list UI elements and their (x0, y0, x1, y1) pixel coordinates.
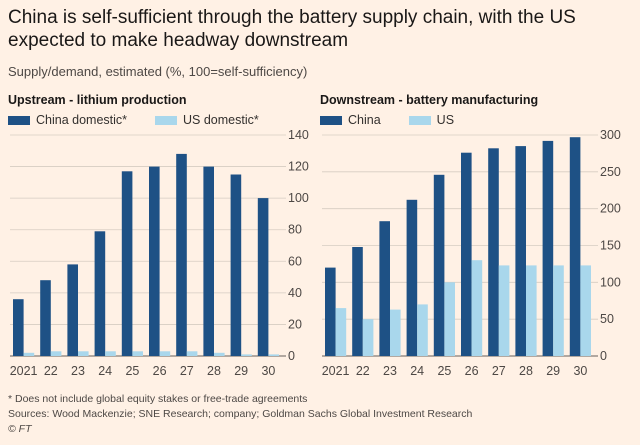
x-tick-label-p0-5: 26 (153, 364, 167, 378)
bar-p0-s1-6 (186, 351, 198, 356)
x-tick-label-p0-9: 30 (261, 364, 275, 378)
bar-p0-s0-6 (176, 153, 187, 356)
legend-item-china: China (320, 113, 381, 127)
footnote-credit: © FT (8, 423, 32, 435)
y-tick-label-p0-1: 20 (288, 317, 302, 331)
bar-p0-s1-0 (23, 352, 35, 356)
bar-p1-s0-6 (488, 148, 499, 356)
x-tick-label-p1-6: 27 (492, 364, 506, 378)
bar-p1-s1-9 (580, 265, 591, 356)
bar-p0-s1-4 (132, 351, 143, 356)
y-tick-label-p0-5: 100 (288, 191, 309, 205)
y-tick-label-p1-4: 200 (600, 202, 621, 216)
legend-item-us-domestic: US domestic* (155, 113, 259, 127)
bar-p1-s1-6 (498, 265, 510, 356)
y-tick-label-p1-6: 300 (600, 128, 621, 142)
bar-p0-s0-0 (13, 299, 24, 356)
legend-item-china-domestic: China domestic* (8, 113, 127, 127)
bar-p1-s1-8 (553, 265, 564, 356)
y-tick-label-p0-4: 80 (288, 223, 302, 237)
x-tick-label-p1-0: 2021 (322, 364, 350, 378)
chart-title: China is self-sufficient through the bat… (8, 7, 576, 51)
bar-p0-s1-3 (105, 351, 116, 356)
x-tick-label-p0-1: 22 (44, 364, 58, 378)
x-tick-label-p1-3: 24 (410, 364, 424, 378)
bar-p1-s0-7 (515, 146, 526, 356)
y-tick-label-p1-5: 250 (600, 165, 621, 179)
x-tick-label-p1-7: 28 (519, 364, 533, 378)
bar-p0-s0-5 (149, 166, 160, 356)
legend-swatch-china-domestic (8, 115, 30, 125)
bar-p1-s0-1 (352, 247, 363, 356)
bar-p0-s1-1 (50, 351, 62, 356)
x-tick-label-p1-9: 30 (573, 364, 587, 378)
x-tick-label-p1-5: 26 (465, 364, 479, 378)
legend-label-china-domestic: China domestic* (36, 113, 128, 127)
legend-label-china: China (348, 113, 381, 127)
y-tick-label-p1-2: 100 (600, 275, 621, 289)
bar-p1-s0-3 (406, 199, 418, 356)
y-tick-label-p0-7: 140 (288, 128, 309, 142)
bar-p1-s1-1 (362, 319, 374, 356)
bar-p0-s0-7 (203, 166, 214, 356)
bar-p0-s1-2 (78, 351, 89, 356)
bar-p1-s1-7 (526, 265, 537, 356)
upstream-legend: China domestic* US domestic* (8, 113, 281, 127)
bar-p0-s1-7 (214, 352, 225, 356)
x-tick-label-p0-6: 27 (180, 364, 194, 378)
chart-subtitle: Supply/demand, estimated (%, 100=self-su… (8, 64, 308, 79)
bar-p1-s0-9 (569, 137, 581, 356)
x-tick-label-p0-0: 2021 (10, 364, 38, 378)
bar-p1-s0-0 (325, 267, 336, 356)
x-tick-label-p1-1: 22 (356, 364, 370, 378)
x-tick-label-p0-4: 25 (125, 364, 139, 378)
x-tick-label-p0-8: 29 (234, 364, 248, 378)
bar-p0-s0-1 (40, 280, 51, 356)
legend-label-us-domestic: US domestic* (183, 113, 259, 127)
bar-p0-s0-9 (257, 198, 269, 356)
upstream-panel-title: Upstream - lithium production (8, 93, 187, 107)
y-tick-label-p1-3: 150 (600, 239, 621, 253)
y-tick-label-p1-0: 0 (600, 349, 607, 363)
y-tick-label-p0-0: 0 (288, 349, 295, 363)
y-tick-label-p0-6: 120 (288, 160, 309, 174)
bar-p0-s0-4 (121, 171, 133, 356)
bar-p1-s0-5 (461, 152, 472, 356)
bar-p1-s1-0 (335, 308, 347, 356)
bar-p0-s1-8 (241, 354, 252, 356)
x-tick-label-p0-7: 28 (207, 364, 221, 378)
bar-p1-s1-4 (444, 282, 455, 356)
bar-p1-s1-2 (390, 309, 401, 356)
bar-p1-s0-2 (379, 221, 390, 356)
x-tick-label-p0-3: 24 (98, 364, 112, 378)
x-tick-label-p1-8: 29 (546, 364, 560, 378)
bar-p0-s0-2 (67, 264, 78, 356)
legend-item-us: US (408, 113, 455, 127)
bar-p0-s1-9 (268, 354, 279, 356)
legend-label-us: US (436, 113, 455, 127)
y-tick-label-p0-3: 60 (288, 254, 302, 268)
x-tick-label-p1-4: 25 (437, 364, 451, 378)
legend-swatch-china (320, 115, 342, 125)
footnote-asterisk: * Does not include global equity stakes … (8, 393, 308, 405)
bar-p1-s0-8 (542, 140, 554, 356)
legend-swatch-us (408, 115, 431, 125)
downstream-panel-title: Downstream - battery manufacturing (320, 93, 539, 107)
bar-p1-s1-5 (471, 260, 483, 356)
bar-p0-s1-5 (159, 351, 171, 356)
y-tick-label-p0-2: 40 (288, 286, 302, 300)
x-tick-label-p1-2: 23 (383, 364, 397, 378)
y-tick-label-p1-1: 50 (600, 312, 614, 326)
bar-p0-s0-3 (94, 231, 106, 356)
bar-p1-s1-3 (417, 304, 428, 356)
bar-p0-s0-8 (230, 174, 242, 356)
x-tick-label-p0-2: 23 (71, 364, 85, 378)
footnote-sources: Sources: Wood Mackenzie; SNE Research; c… (8, 408, 473, 420)
legend-swatch-us-domestic (155, 115, 178, 125)
downstream-legend: China US (320, 113, 476, 127)
bar-p1-s0-4 (433, 174, 445, 356)
